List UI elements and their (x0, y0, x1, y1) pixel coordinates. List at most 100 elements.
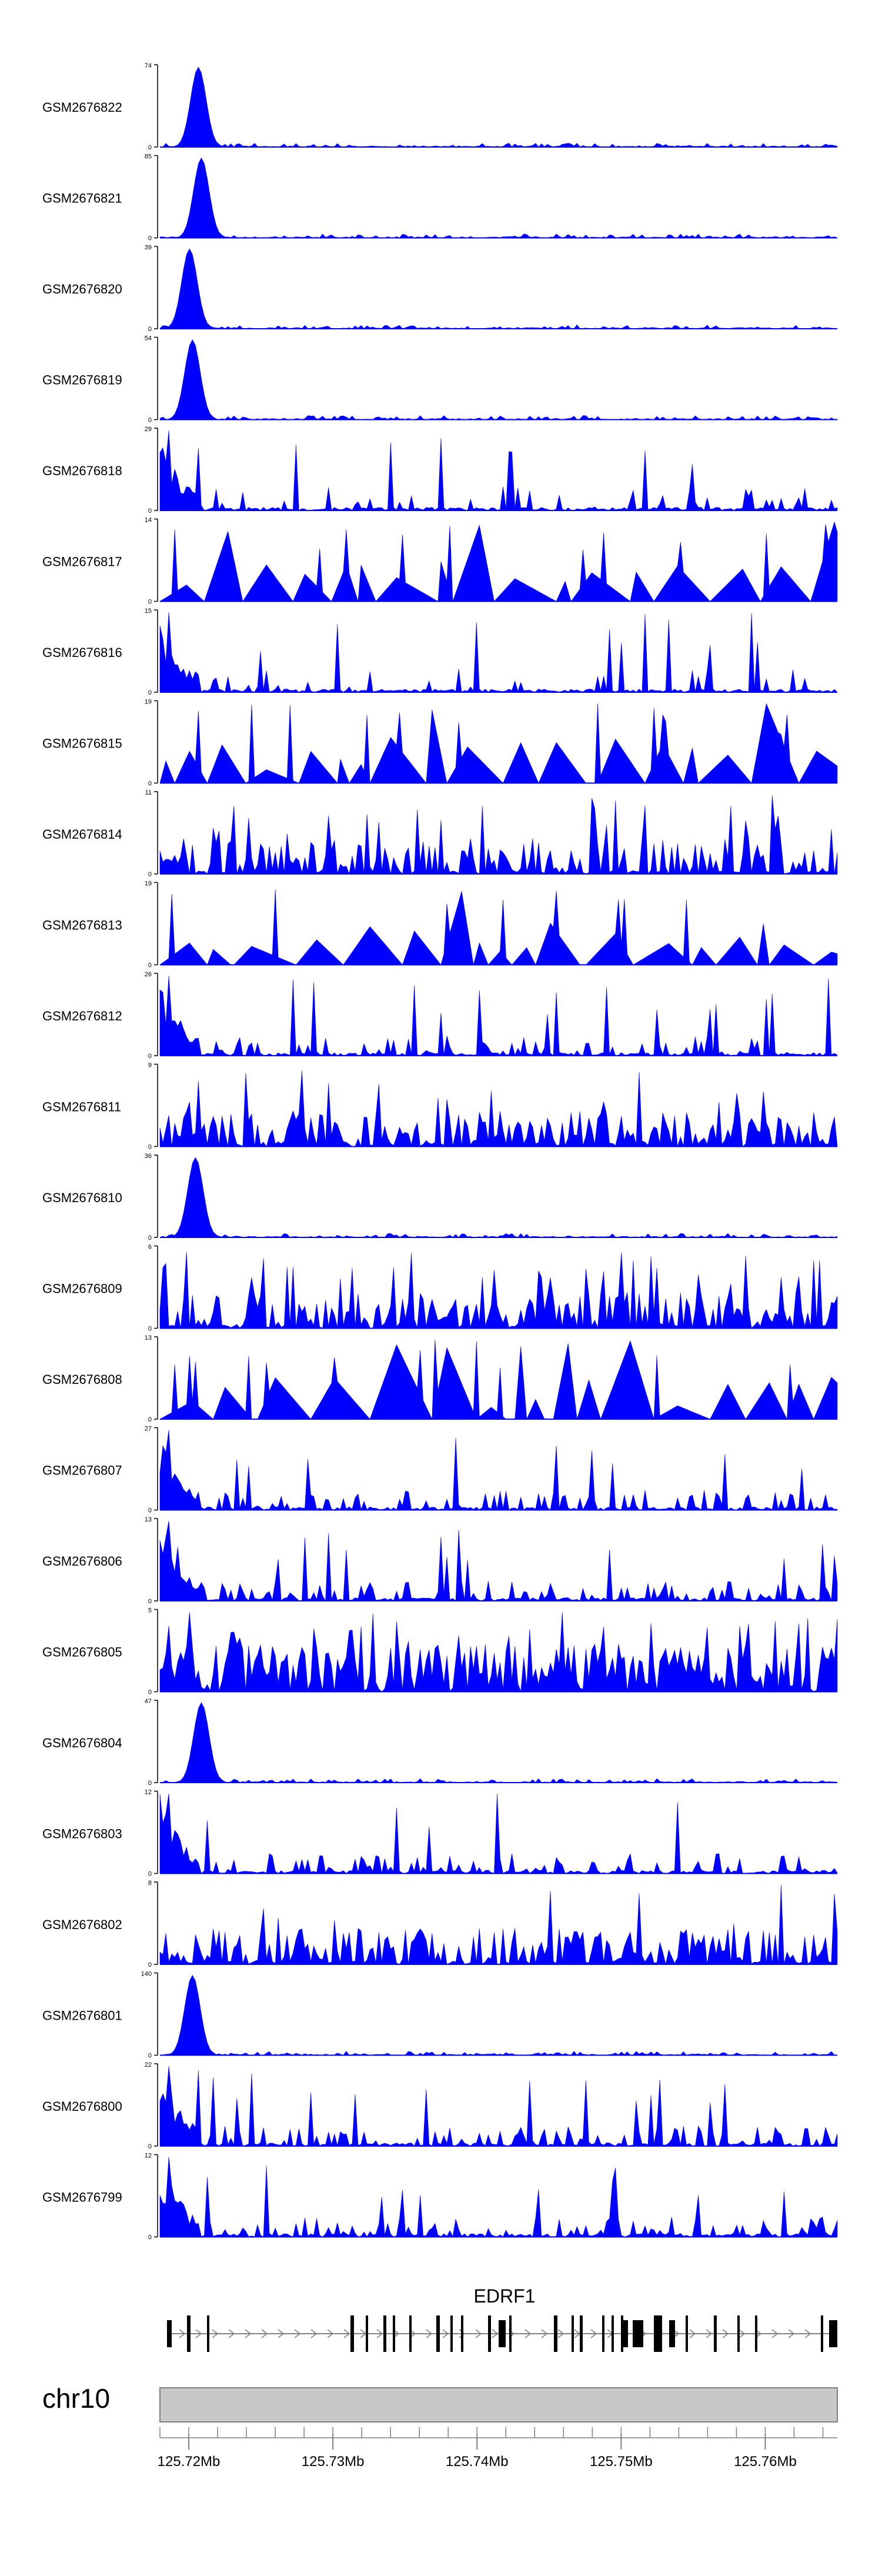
track-label: GSM2676800 (42, 2099, 122, 2114)
track-label: GSM2676799 (42, 2190, 122, 2205)
axis-tick-label: 125.74Mb (446, 2454, 509, 2470)
coverage-area (159, 66, 838, 148)
exon (669, 2320, 675, 2347)
track-GSM2676801: GSM2676801 140 0 (42, 1971, 838, 2060)
strand-arrow (804, 2329, 811, 2338)
y-min-label: 0 (148, 1507, 152, 1514)
strand-arrow (261, 2329, 268, 2338)
genome-axis: 125.72Mb 125.73Mb 125.74Mb 125.75Mb 125.76Mb (158, 2427, 837, 2470)
track-GSM2676812: GSM2676812 26 0 (42, 971, 838, 1060)
strand-arrow (442, 2329, 449, 2338)
track-label: GSM2676808 (42, 1372, 122, 1387)
track-label: GSM2676819 (42, 373, 122, 388)
coverage-tracks: GSM2676822740GSM2676821850GSM2676820390G… (42, 62, 838, 2241)
chromosome-label: chr10 (42, 2383, 110, 2414)
y-max-label: 5 (148, 1607, 152, 1614)
track-label: GSM2676818 (42, 463, 122, 478)
y-max-label: 47 (145, 1698, 152, 1705)
exon (686, 2315, 688, 2352)
strand-arrow (426, 2329, 433, 2338)
track-label: GSM2676807 (42, 1463, 122, 1478)
strand-arrow (179, 2329, 186, 2338)
y-max-label: 14 (145, 517, 152, 524)
track-GSM2676821: GSM2676821 85 0 (42, 154, 838, 242)
y-max-label: 74 (145, 62, 152, 69)
y-min-label: 0 (148, 144, 152, 151)
coverage-area (159, 889, 838, 966)
exon (612, 2315, 614, 2352)
y-min-label: 0 (148, 417, 152, 424)
strand-arrow (195, 2329, 202, 2338)
y-min-label: 0 (148, 2143, 152, 2150)
track-label: GSM2676804 (42, 1736, 122, 1750)
coverage-area (159, 521, 838, 602)
coverage-area (159, 1430, 838, 1510)
track-label: GSM2676806 (42, 1554, 122, 1569)
exon (509, 2315, 512, 2352)
strand-arrow (541, 2329, 548, 2338)
track-GSM2676809: GSM2676809 6 0 (42, 1244, 838, 1333)
track-GSM2676804: GSM2676804 47 0 (42, 1698, 838, 1787)
y-min-label: 0 (148, 1689, 152, 1696)
y-min-label: 0 (148, 962, 152, 969)
exon (488, 2315, 491, 2352)
exon (580, 2315, 583, 2352)
coverage-area (159, 1702, 838, 1783)
y-min-label: 0 (148, 599, 152, 606)
coverage-area (159, 1252, 838, 1329)
track-label: GSM2676809 (42, 1282, 122, 1296)
y-min-label: 0 (148, 1326, 152, 1333)
exon (829, 2320, 837, 2347)
axis-tick-label: 125.76Mb (734, 2454, 797, 2470)
coverage-area (159, 1070, 838, 1147)
y-max-label: 13 (145, 1516, 152, 1523)
track-label: GSM2676820 (42, 282, 122, 296)
gene-model (167, 2315, 837, 2352)
exon (461, 2315, 463, 2352)
y-max-label: 85 (145, 154, 152, 161)
exon (207, 2315, 209, 2352)
y-max-label: 9 (148, 1062, 152, 1069)
track-label: GSM2676802 (42, 1917, 122, 1932)
y-min-label: 0 (148, 1416, 152, 1423)
coverage-area (159, 1885, 838, 1965)
axis-tick-label: 125.75Mb (590, 2454, 653, 2470)
coverage-area (159, 975, 838, 1056)
strand-arrow (590, 2329, 597, 2338)
strand-arrow (557, 2329, 564, 2338)
strand-arrow (524, 2329, 532, 2338)
coverage-area (159, 1612, 838, 1692)
track-GSM2676811: GSM2676811 9 0 (42, 1062, 838, 1151)
y-max-label: 39 (145, 244, 152, 251)
exon (714, 2315, 717, 2352)
track-label: GSM2676813 (42, 918, 122, 933)
track-GSM2676820: GSM2676820 39 0 (42, 244, 838, 333)
track-GSM2676805: GSM2676805 5 0 (42, 1607, 838, 1696)
track-GSM2676819: GSM2676819 54 0 (42, 335, 838, 424)
y-min-label: 0 (148, 871, 152, 878)
track-GSM2676818: GSM2676818 29 0 (42, 426, 838, 515)
coverage-area (159, 1793, 838, 1874)
y-max-label: 26 (145, 971, 152, 978)
y-max-label: 11 (145, 789, 152, 796)
coverage-area (159, 612, 838, 693)
track-GSM2676803: GSM2676803 12 0 (42, 1789, 838, 1878)
exon (623, 2320, 628, 2347)
track-GSM2676807: GSM2676807 27 0 (42, 1426, 838, 1514)
exon (755, 2315, 757, 2352)
exon (350, 2315, 354, 2352)
strand-arrow (739, 2329, 746, 2338)
exon (383, 2315, 386, 2352)
exon (393, 2315, 395, 2352)
exon (366, 2315, 368, 2352)
exon (737, 2315, 740, 2352)
y-max-label: 12 (145, 1789, 152, 1796)
track-GSM2676800: GSM2676800 22 0 (42, 2061, 838, 2150)
y-max-label: 12 (145, 2153, 152, 2160)
strand-arrow (245, 2329, 252, 2338)
exon (633, 2320, 643, 2347)
track-GSM2676799: GSM2676799 12 0 (42, 2153, 838, 2241)
coverage-area (159, 339, 838, 420)
strand-arrow (376, 2329, 383, 2338)
